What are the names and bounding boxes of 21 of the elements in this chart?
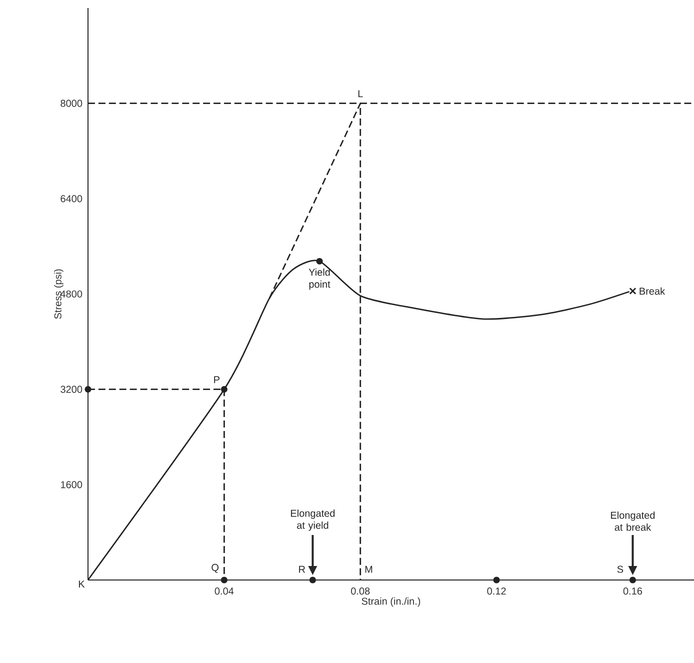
annotation: M: [365, 566, 372, 573]
annotation: L: [358, 90, 363, 98]
x-tick-label: 0.04: [214, 588, 234, 595]
annotation: Q: [212, 564, 218, 573]
annotation: Elongated at break: [611, 511, 655, 531]
y-tick-label: 1600: [61, 481, 82, 488]
x-axis-title: Strain (in./in.): [362, 597, 420, 607]
annotation: Break: [640, 287, 666, 295]
annotation: Elongated at yield: [291, 509, 335, 531]
y-tick-label: 3200: [60, 386, 82, 393]
annotation: S: [617, 566, 624, 573]
annotation: R: [299, 566, 306, 573]
x-tick-label: 0.08: [351, 588, 370, 595]
annotation: Yield point: [308, 268, 330, 290]
y-tick-label: 4800: [60, 290, 82, 298]
x-tick-label: 0.12: [487, 588, 506, 595]
y-tick-label: 8000: [60, 100, 82, 107]
annotation: K: [78, 580, 85, 588]
x-tick-label: 0.16: [623, 588, 642, 595]
annotation: P: [214, 376, 220, 384]
y-tick-label: 6400: [60, 195, 82, 202]
